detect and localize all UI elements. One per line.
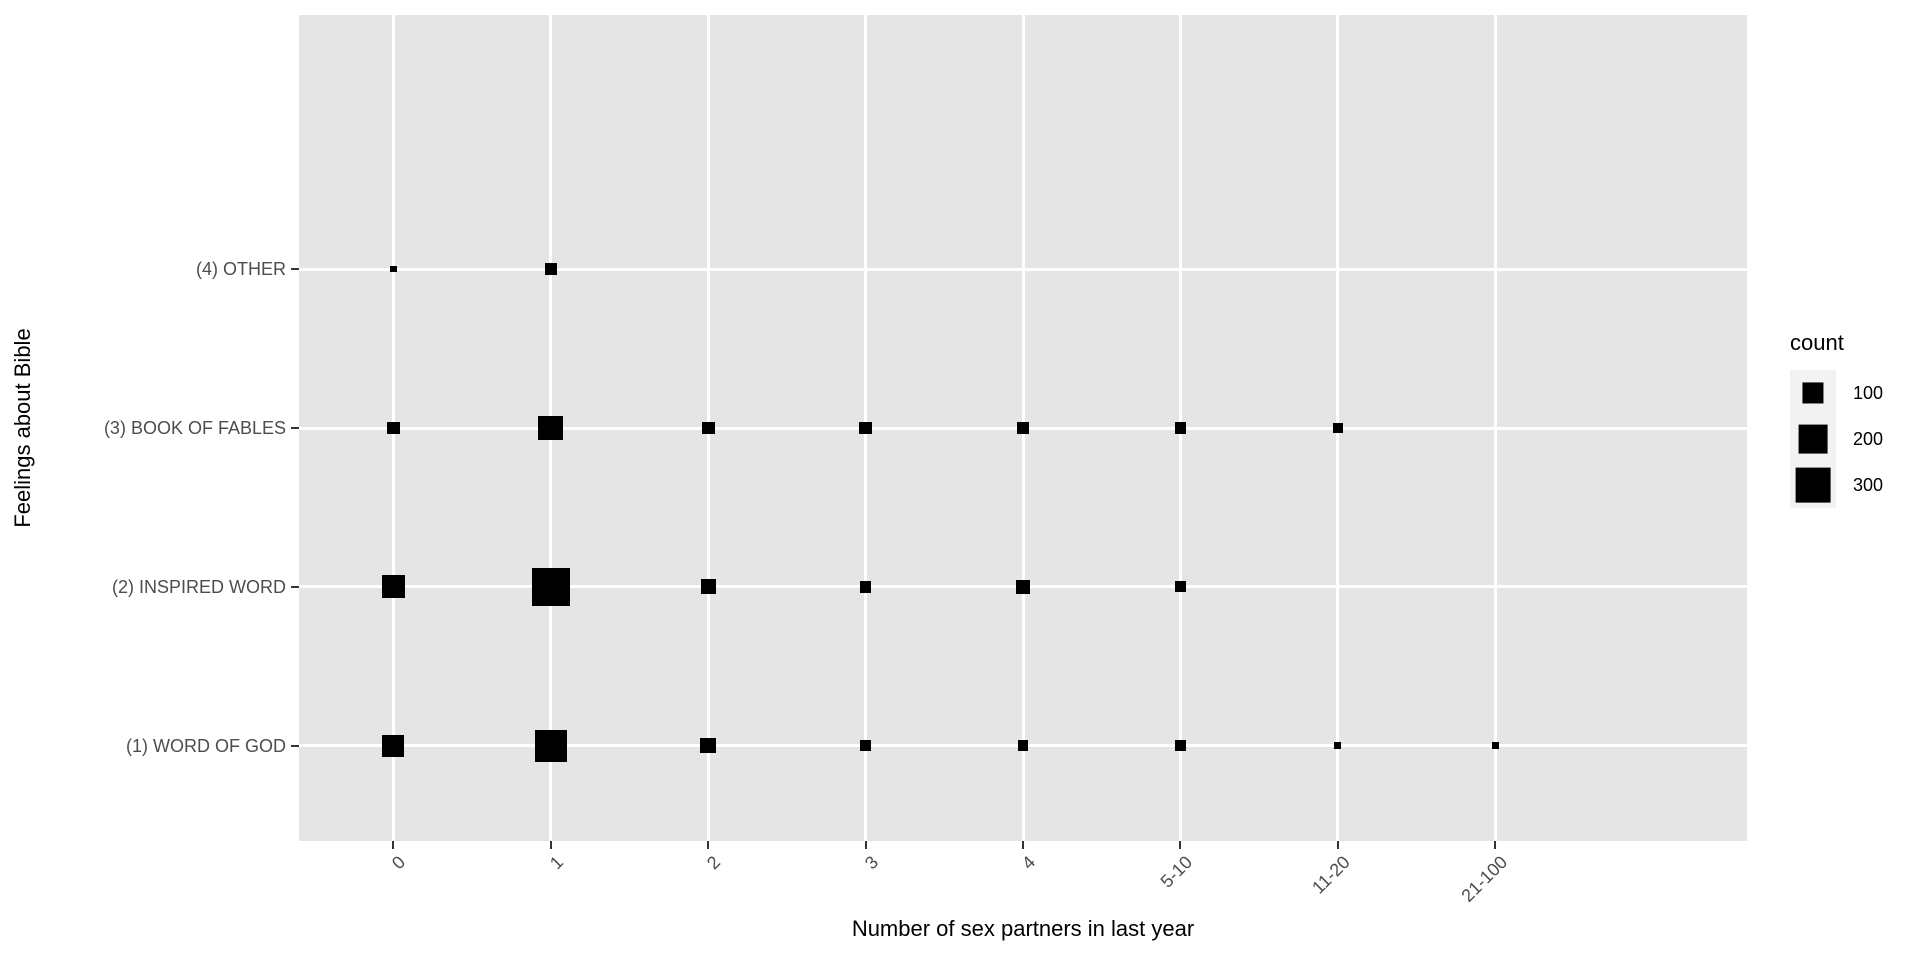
data-point xyxy=(390,265,397,273)
data-point xyxy=(534,729,567,762)
data-point xyxy=(860,740,871,752)
data-point xyxy=(1491,742,1499,750)
legend-square-icon xyxy=(1798,424,1828,454)
data-point xyxy=(700,737,716,754)
y-tick-label: (4) OTHER xyxy=(196,259,286,280)
legend-square-icon xyxy=(1795,467,1831,503)
data-point xyxy=(1017,740,1029,752)
y-tick-label: (1) WORD OF GOD xyxy=(126,735,286,756)
data-point xyxy=(700,579,716,595)
x-tick-label: 1 xyxy=(545,852,567,874)
data-point xyxy=(1017,422,1029,434)
legend-square-icon xyxy=(1802,382,1824,404)
data-point xyxy=(1175,581,1186,593)
data-point xyxy=(1334,742,1342,750)
y-axis-tick xyxy=(291,585,299,588)
data-point xyxy=(544,263,557,276)
data-point xyxy=(387,421,400,435)
legend-entry-label: 100 xyxy=(1853,382,1884,403)
legend-entry-label: 200 xyxy=(1853,428,1884,449)
x-tick-label: 11-20 xyxy=(1308,852,1354,898)
x-axis-tick xyxy=(392,841,395,849)
legend-entry: 100 xyxy=(1790,370,1883,416)
y-axis-tick xyxy=(291,744,299,747)
data-point xyxy=(1175,740,1186,752)
legend-entry: 300 xyxy=(1790,462,1883,508)
data-point xyxy=(382,734,405,757)
x-tick-label: 3 xyxy=(860,852,882,874)
data-point xyxy=(538,415,564,441)
x-axis-tick xyxy=(864,841,867,849)
x-tick-label: 5-10 xyxy=(1156,852,1197,892)
x-tick-label: 4 xyxy=(1017,852,1040,874)
legend: count 100 200 300 xyxy=(1790,330,1883,508)
plot-panel xyxy=(299,15,1747,841)
data-point xyxy=(859,421,872,435)
legend-keys: 100 200 300 xyxy=(1790,370,1883,508)
y-tick-label: (3) BOOK OF FABLES xyxy=(103,418,286,438)
y-axis-tick xyxy=(291,268,299,271)
x-axis-tick xyxy=(707,841,710,849)
x-axis-title: Number of sex partners in last year xyxy=(851,916,1195,941)
data-point xyxy=(1332,423,1343,433)
legend-title: count xyxy=(1790,330,1844,355)
data-point xyxy=(1174,422,1187,434)
major-gridline-horizontal xyxy=(299,267,1747,271)
y-axis-tick xyxy=(291,427,299,429)
x-axis-tick xyxy=(1494,841,1497,849)
x-tick-label: 21-100 xyxy=(1457,852,1512,906)
legend-entry: 200 xyxy=(1790,416,1883,462)
x-axis-tick xyxy=(1022,841,1024,849)
x-axis-tick xyxy=(1179,841,1182,849)
legend-entry-label: 300 xyxy=(1853,474,1884,495)
x-tick-label: 2 xyxy=(703,852,725,874)
data-point xyxy=(701,421,715,435)
data-point xyxy=(1016,580,1030,594)
y-tick-label: (2) INSPIRED WORD xyxy=(111,576,286,597)
legend-key-swatch xyxy=(1790,370,1836,416)
data-point xyxy=(532,568,570,606)
legend-key-swatch xyxy=(1790,416,1836,462)
data-point xyxy=(859,580,872,593)
x-axis-tick xyxy=(1336,841,1339,849)
data-point xyxy=(381,575,405,599)
legend-key-swatch xyxy=(1790,462,1836,508)
x-tick-label: 0 xyxy=(388,852,410,874)
x-axis-tick xyxy=(549,841,552,849)
